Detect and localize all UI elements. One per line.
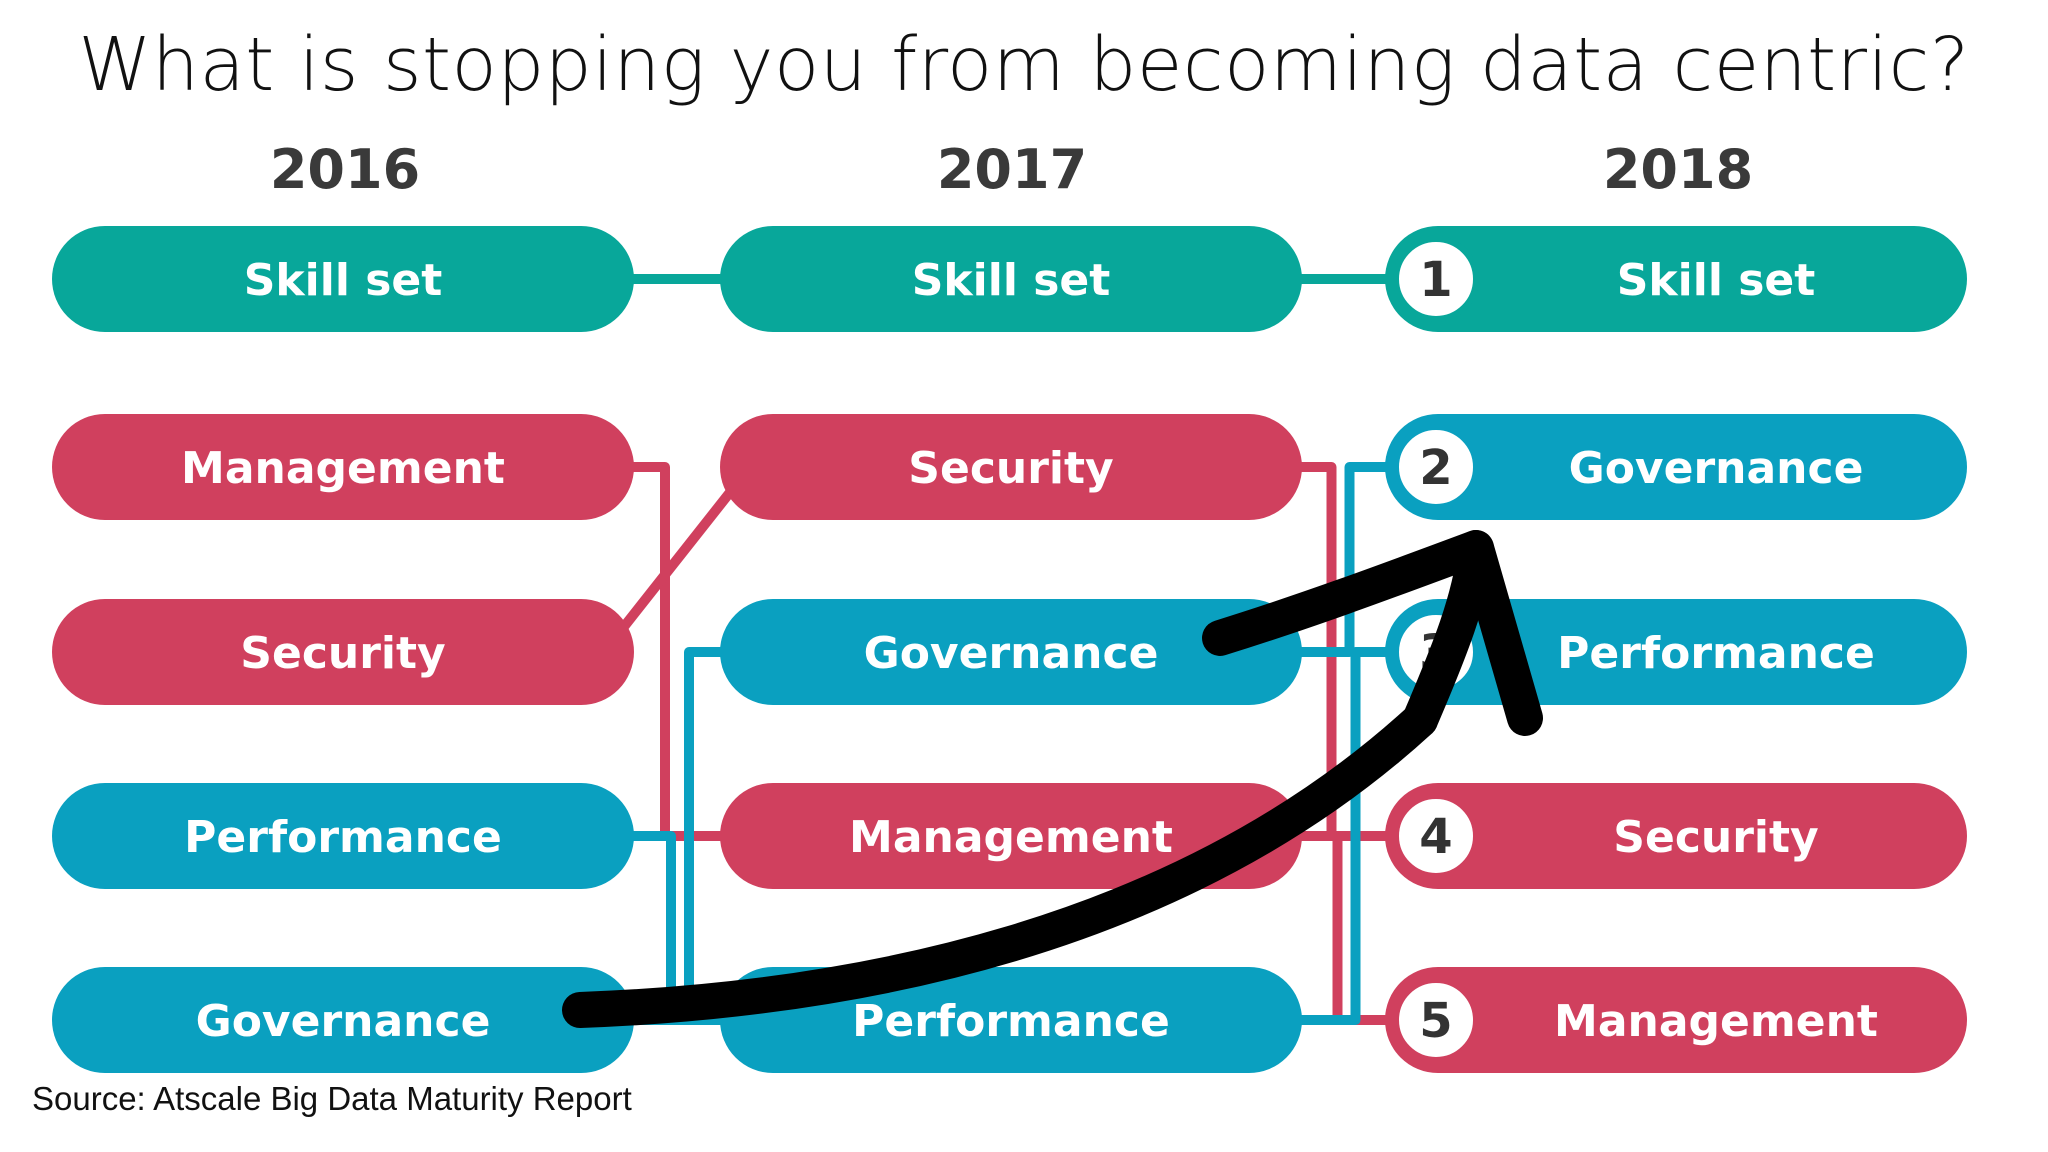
pill-background — [52, 414, 634, 520]
rank-number: 5 — [1419, 993, 1452, 1049]
year-2018-heading: 2018 — [1602, 138, 1754, 201]
pill-2017-skill-set: Skill set — [720, 226, 1302, 332]
pill-background — [52, 599, 634, 705]
rank-badge — [1393, 977, 1479, 1063]
pill-label: Management — [181, 443, 505, 494]
source-note: Source: Atscale Big Data Maturity Report — [32, 1080, 632, 1117]
connector-management-2017 — [1272, 831, 1415, 1025]
pill-label: Skill set — [912, 255, 1111, 306]
pill-label: Performance — [852, 996, 1170, 1047]
rank-badge — [1393, 424, 1479, 510]
connector-security-2016 — [600, 463, 754, 656]
pill-2018-governance: 2 Governance — [1385, 414, 1967, 520]
connector-governance-2017 — [1272, 462, 1415, 657]
pill-label: Performance — [184, 812, 502, 863]
pill-2018-skill-set: 1 Skill set — [1385, 226, 1967, 332]
trend-arrow-tip — [1402, 530, 1494, 738]
pill-background — [52, 783, 634, 889]
pill-label: Skill set — [1617, 255, 1816, 306]
pill-label: Security — [1613, 812, 1818, 863]
pill-background — [720, 226, 1302, 332]
slide-title: What is stopping you from becoming data … — [78, 22, 1970, 108]
connector-management-2016 — [604, 462, 750, 841]
rank-badge — [1393, 793, 1479, 879]
pill-2017-governance: Governance — [720, 599, 1302, 705]
pill-label: Security — [240, 628, 445, 679]
pill-label: Management — [849, 812, 1173, 863]
pill-label: Management — [1554, 996, 1878, 1047]
pill-2017-management: Management — [720, 783, 1302, 889]
connector-performance-2016 — [604, 831, 750, 1025]
pill-2018-management: 5 Management — [1385, 967, 1967, 1073]
trend-arrow-head — [1202, 530, 1543, 736]
pill-label: Skill set — [244, 255, 443, 306]
pill-2016-performance: Performance — [52, 783, 634, 889]
pill-background — [52, 226, 634, 332]
pill-background — [1385, 226, 1967, 332]
pill-2017-security: Security — [720, 414, 1302, 520]
rank-number: 4 — [1419, 809, 1452, 865]
pill-2016-management: Management — [52, 414, 634, 520]
rank-number: 1 — [1419, 252, 1452, 308]
pill-background — [720, 414, 1302, 520]
rank-number: 2 — [1419, 440, 1452, 496]
pill-2016-skill-set: Skill set — [52, 226, 634, 332]
pill-label: Security — [908, 443, 1113, 494]
pill-background — [1385, 414, 1967, 520]
rank-badge — [1393, 236, 1479, 322]
pill-background — [720, 599, 1302, 705]
year-2017-heading: 2017 — [936, 138, 1088, 201]
pill-2016-governance: Governance — [52, 967, 634, 1073]
pill-label: Governance — [196, 996, 491, 1047]
trend-arrow-layer — [562, 530, 1543, 1028]
pill-background — [720, 783, 1302, 889]
pill-background — [1385, 783, 1967, 889]
pill-label: Governance — [1569, 443, 1864, 494]
ranking-pills: Skill set Management Security Performance Go… — [52, 226, 1967, 1073]
pill-label: Governance — [864, 628, 1159, 679]
pill-background — [1385, 967, 1967, 1073]
pill-label: Performance — [1557, 628, 1875, 679]
pill-2018-security: 4 Security — [1385, 783, 1967, 889]
pill-background — [52, 967, 634, 1073]
trend-arrow-body — [562, 702, 1438, 1028]
year-2016-heading: 2016 — [269, 138, 421, 201]
pill-2016-security: Security — [52, 599, 634, 705]
